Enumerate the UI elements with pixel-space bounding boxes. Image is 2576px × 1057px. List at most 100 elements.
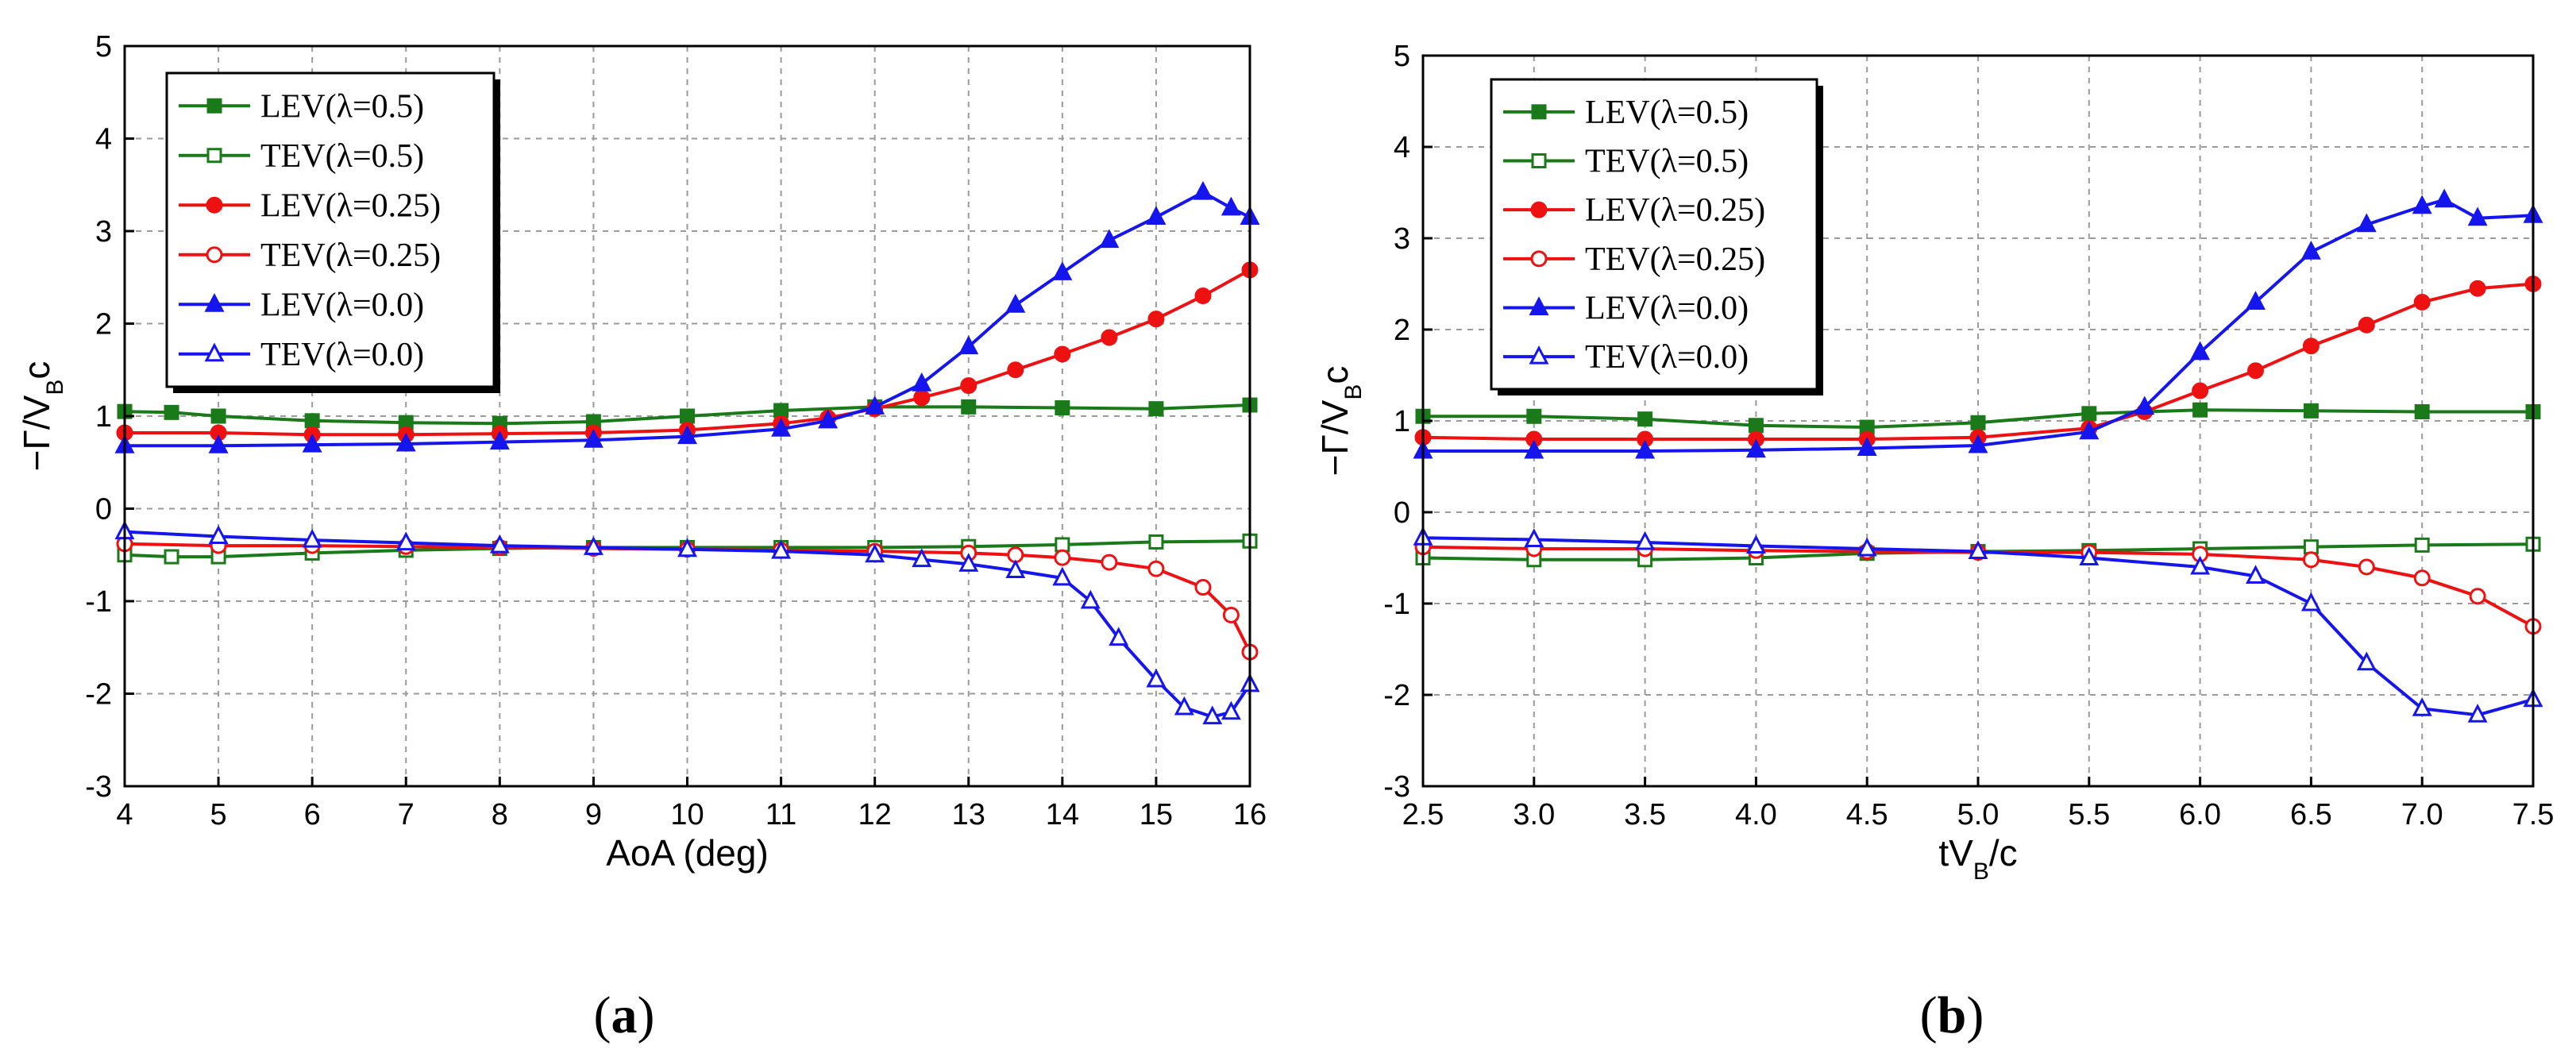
- x-tick-label: 16: [1233, 798, 1267, 831]
- y-tick-label: 5: [95, 30, 112, 64]
- data-point: [1524, 439, 1544, 459]
- legend-b: LEV(λ=0.5) TEV(λ=0.5) LEV(λ=0.25) TEV(λ=0.2…: [1490, 78, 1823, 395]
- legend-label: TEV(λ=0.5): [260, 138, 424, 175]
- data-point: [164, 549, 179, 565]
- data-point: [913, 389, 931, 407]
- data-point: [1101, 554, 1118, 571]
- y-tick-label: 1: [95, 400, 112, 434]
- data-point: [865, 543, 885, 563]
- data-point: [2079, 546, 2100, 565]
- data-point: [1745, 438, 1766, 458]
- x-tick-label: 2.5: [1402, 798, 1444, 831]
- data-point: [2414, 404, 2430, 419]
- data-point: [1055, 537, 1070, 553]
- x-tick-label: 6.5: [2290, 798, 2332, 831]
- legend-item: LEV(λ=0.25): [1503, 192, 1765, 229]
- series-line: [124, 403, 1251, 426]
- data-point: [818, 409, 839, 429]
- data-point: [208, 525, 229, 544]
- legend-label: LEV(λ=0.5): [1585, 95, 1749, 131]
- data-point: [302, 528, 322, 548]
- legend-marker: [206, 196, 223, 214]
- legend-item: LEV(λ=0.0): [179, 287, 424, 323]
- data-point: [489, 534, 510, 554]
- data-point: [1857, 437, 1877, 456]
- legend-marker: [1529, 296, 1549, 315]
- data-point: [1147, 560, 1165, 577]
- data-point: [2134, 395, 2155, 415]
- y-tick-label: 3: [95, 215, 112, 249]
- data-point: [958, 553, 979, 572]
- legend-box: [165, 71, 496, 388]
- data-point: [1101, 329, 1118, 346]
- x-tick-label: 15: [1140, 798, 1173, 831]
- legend-item: TEV(λ=0.5): [179, 138, 424, 175]
- chart-panel-b: 2.5 3.0 3.5 4.0 4.5 5.0 5.5 6.0 6.5 7.0 7.5 -3 -2 -1 0…: [1314, 40, 2554, 1044]
- legend-item: TEV(λ=0.25): [179, 237, 441, 274]
- data-point: [2413, 294, 2431, 311]
- y-tick-label: 4: [1394, 131, 1410, 164]
- data-point: [2356, 213, 2377, 233]
- data-point: [2469, 280, 2486, 297]
- data-point: [2190, 555, 2211, 575]
- legend-label: TEV(λ=0.5): [1585, 144, 1749, 180]
- series-line: [1423, 198, 2534, 453]
- legend-a: LEV(λ=0.5) TEV(λ=0.5) LEV(λ=0.25) TEV(λ=0.2…: [165, 71, 500, 393]
- legend-marker: [206, 148, 222, 164]
- data-point: [2414, 537, 2430, 553]
- series-LEV(λ=0.5): [1415, 402, 2541, 435]
- data-point: [1099, 229, 1120, 249]
- y-axis-label-a: −Γ/VBc: [16, 361, 68, 472]
- data-point: [2081, 406, 2097, 422]
- data-point: [1635, 439, 1656, 459]
- data-point: [489, 430, 510, 450]
- data-point: [2192, 402, 2208, 418]
- x-axis-label-b: tVB/c: [1938, 832, 2017, 885]
- x-tick-label: 6: [304, 798, 321, 831]
- x-tick-label: 5: [210, 798, 227, 831]
- data-point: [2413, 569, 2431, 587]
- legend-label: LEV(λ=0.0): [260, 287, 424, 323]
- data-point: [1221, 700, 1241, 720]
- data-point: [210, 408, 226, 424]
- y-tick-label: 2: [1394, 314, 1410, 347]
- x-axis-label-a: AoA (deg): [606, 832, 769, 874]
- data-point: [2079, 420, 2100, 440]
- data-point: [1146, 668, 1167, 688]
- y-tick-label: 1: [1394, 405, 1410, 438]
- legend-label: LEV(λ=0.25): [260, 187, 441, 224]
- legend-label: LEV(λ=0.25): [1585, 192, 1765, 229]
- y-tick-label: -2: [1383, 679, 1410, 712]
- legend-marker: [1531, 104, 1547, 120]
- data-point: [2192, 382, 2209, 399]
- legend-label: LEV(λ=0.5): [260, 88, 424, 125]
- y-tick-label: -3: [85, 770, 112, 804]
- legend-label: TEV(λ=0.25): [260, 237, 441, 274]
- series-line: [1422, 536, 2534, 717]
- ticks-b: 2.5 3.0 3.5 4.0 4.5 5.0 5.5 6.0 6.5 7.0 7.5 -3 -2 -1 0…: [1383, 40, 2554, 831]
- series-layer-b: [1413, 188, 2543, 723]
- data-point: [1526, 408, 1542, 424]
- legend-item: LEV(λ=0.5): [179, 88, 424, 125]
- data-point: [771, 418, 792, 437]
- data-point: [680, 408, 695, 424]
- data-point: [1055, 400, 1070, 416]
- x-tick-label: 7.5: [2512, 798, 2555, 831]
- data-point: [1748, 418, 1764, 434]
- legend-marker: [206, 246, 223, 264]
- data-point: [1857, 537, 1877, 557]
- data-point: [164, 404, 179, 420]
- x-tick-label: 3.5: [1624, 798, 1666, 831]
- series-LEV(λ=0.0): [114, 180, 1260, 453]
- series-LEV(λ=0.5): [117, 397, 1258, 431]
- data-point: [1745, 534, 1766, 554]
- data-point: [2302, 551, 2320, 569]
- legend-marker: [1529, 345, 1549, 365]
- data-point: [1202, 705, 1223, 725]
- series-LEV(λ=0.0): [1413, 188, 2543, 459]
- data-point: [1174, 696, 1194, 716]
- data-point: [2302, 338, 2320, 355]
- data-point: [395, 432, 416, 452]
- data-point: [2246, 291, 2266, 310]
